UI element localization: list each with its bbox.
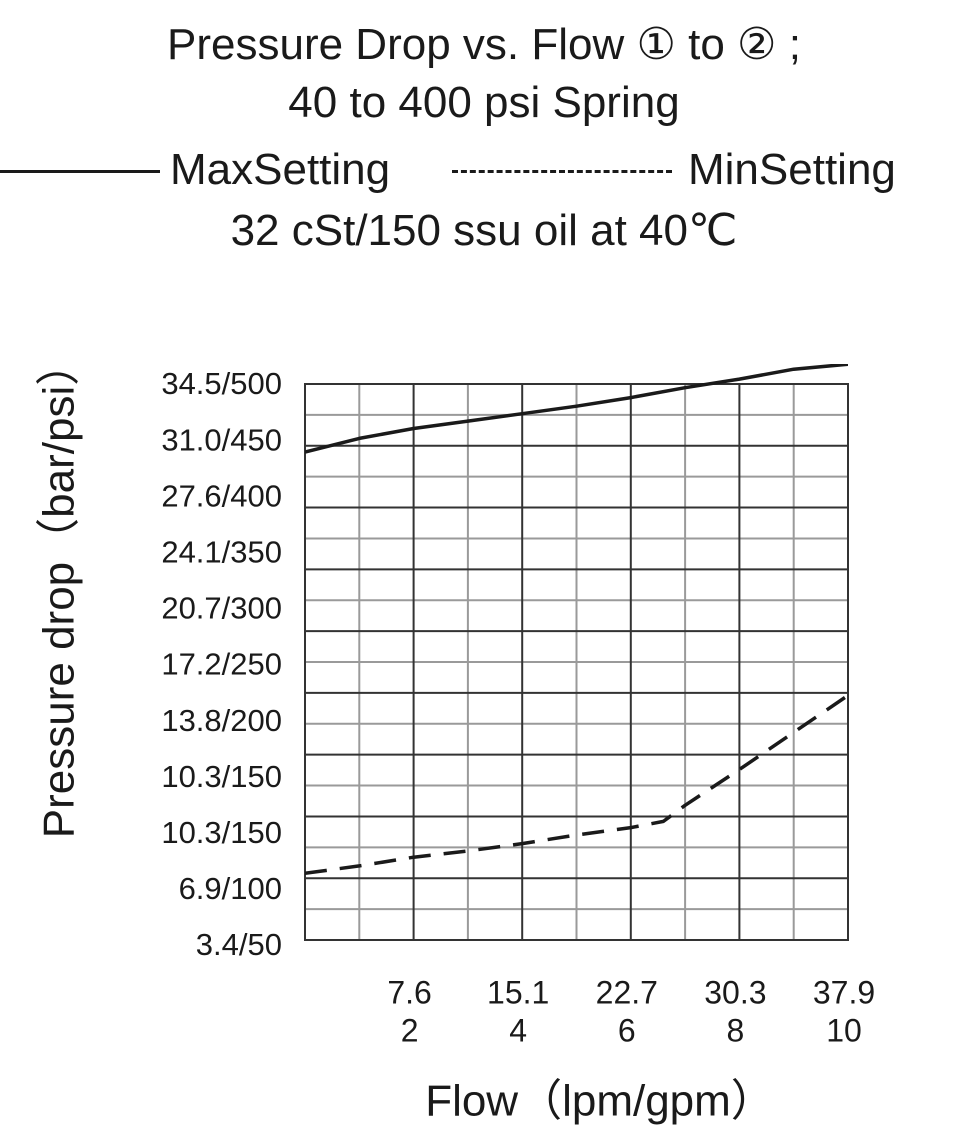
y-tick-label: 10.3/150: [161, 815, 282, 850]
y-tick-label: 13.8/200: [161, 703, 282, 738]
y-tick-label: 17.2/250: [161, 647, 282, 682]
legend-solid-swatch: [0, 170, 160, 173]
x-tick-label-lpm: 37.9: [813, 974, 875, 1010]
y-tick-label: 27.6/400: [161, 478, 282, 513]
x-tick-label-gpm: 2: [401, 1012, 419, 1048]
x-tick-label-lpm: 30.3: [704, 974, 766, 1010]
y-axis-label: Pressure drop（bar/psi）: [35, 342, 84, 838]
y-tick-label: 31.0/450: [161, 422, 282, 457]
x-tick-label-lpm: 7.6: [387, 974, 431, 1010]
x-tick-label-lpm: 22.7: [596, 974, 658, 1010]
y-tick-label: 34.5/500: [161, 366, 282, 401]
x-tick-label-gpm: 10: [826, 1012, 862, 1048]
y-tick-label: 10.3/150: [161, 759, 282, 794]
plot-frame: [304, 383, 849, 941]
x-tick-label-gpm: 4: [509, 1012, 527, 1048]
chart-title: Pressure Drop vs. Flow ① to ② ;: [167, 20, 801, 69]
legend-dashed-swatch: [452, 170, 672, 173]
x-axis-label: Flow（lpm/gpm）: [425, 1077, 775, 1126]
series-line-minsetting: [305, 693, 848, 876]
x-tick-label-gpm: 8: [727, 1012, 745, 1048]
legend-label-min: MinSetting: [688, 145, 896, 194]
series-line-maxsetting: [305, 364, 848, 454]
chart-note: 32 cSt/150 ssu oil at 40℃: [230, 206, 738, 255]
y-tick-label: 3.4/50: [196, 927, 282, 962]
y-tick-label: 24.1/350: [161, 534, 282, 569]
y-tick-label: 20.7/300: [161, 591, 282, 626]
y-tick-label: 6.9/100: [179, 871, 282, 906]
legend: MaxSetting MinSetting: [0, 142, 968, 198]
x-tick-label-lpm: 15.1: [487, 974, 549, 1010]
x-tick-label-gpm: 6: [618, 1012, 636, 1048]
legend-label-max: MaxSetting: [170, 145, 391, 194]
chart-subtitle: 40 to 400 psi Spring: [288, 78, 680, 127]
